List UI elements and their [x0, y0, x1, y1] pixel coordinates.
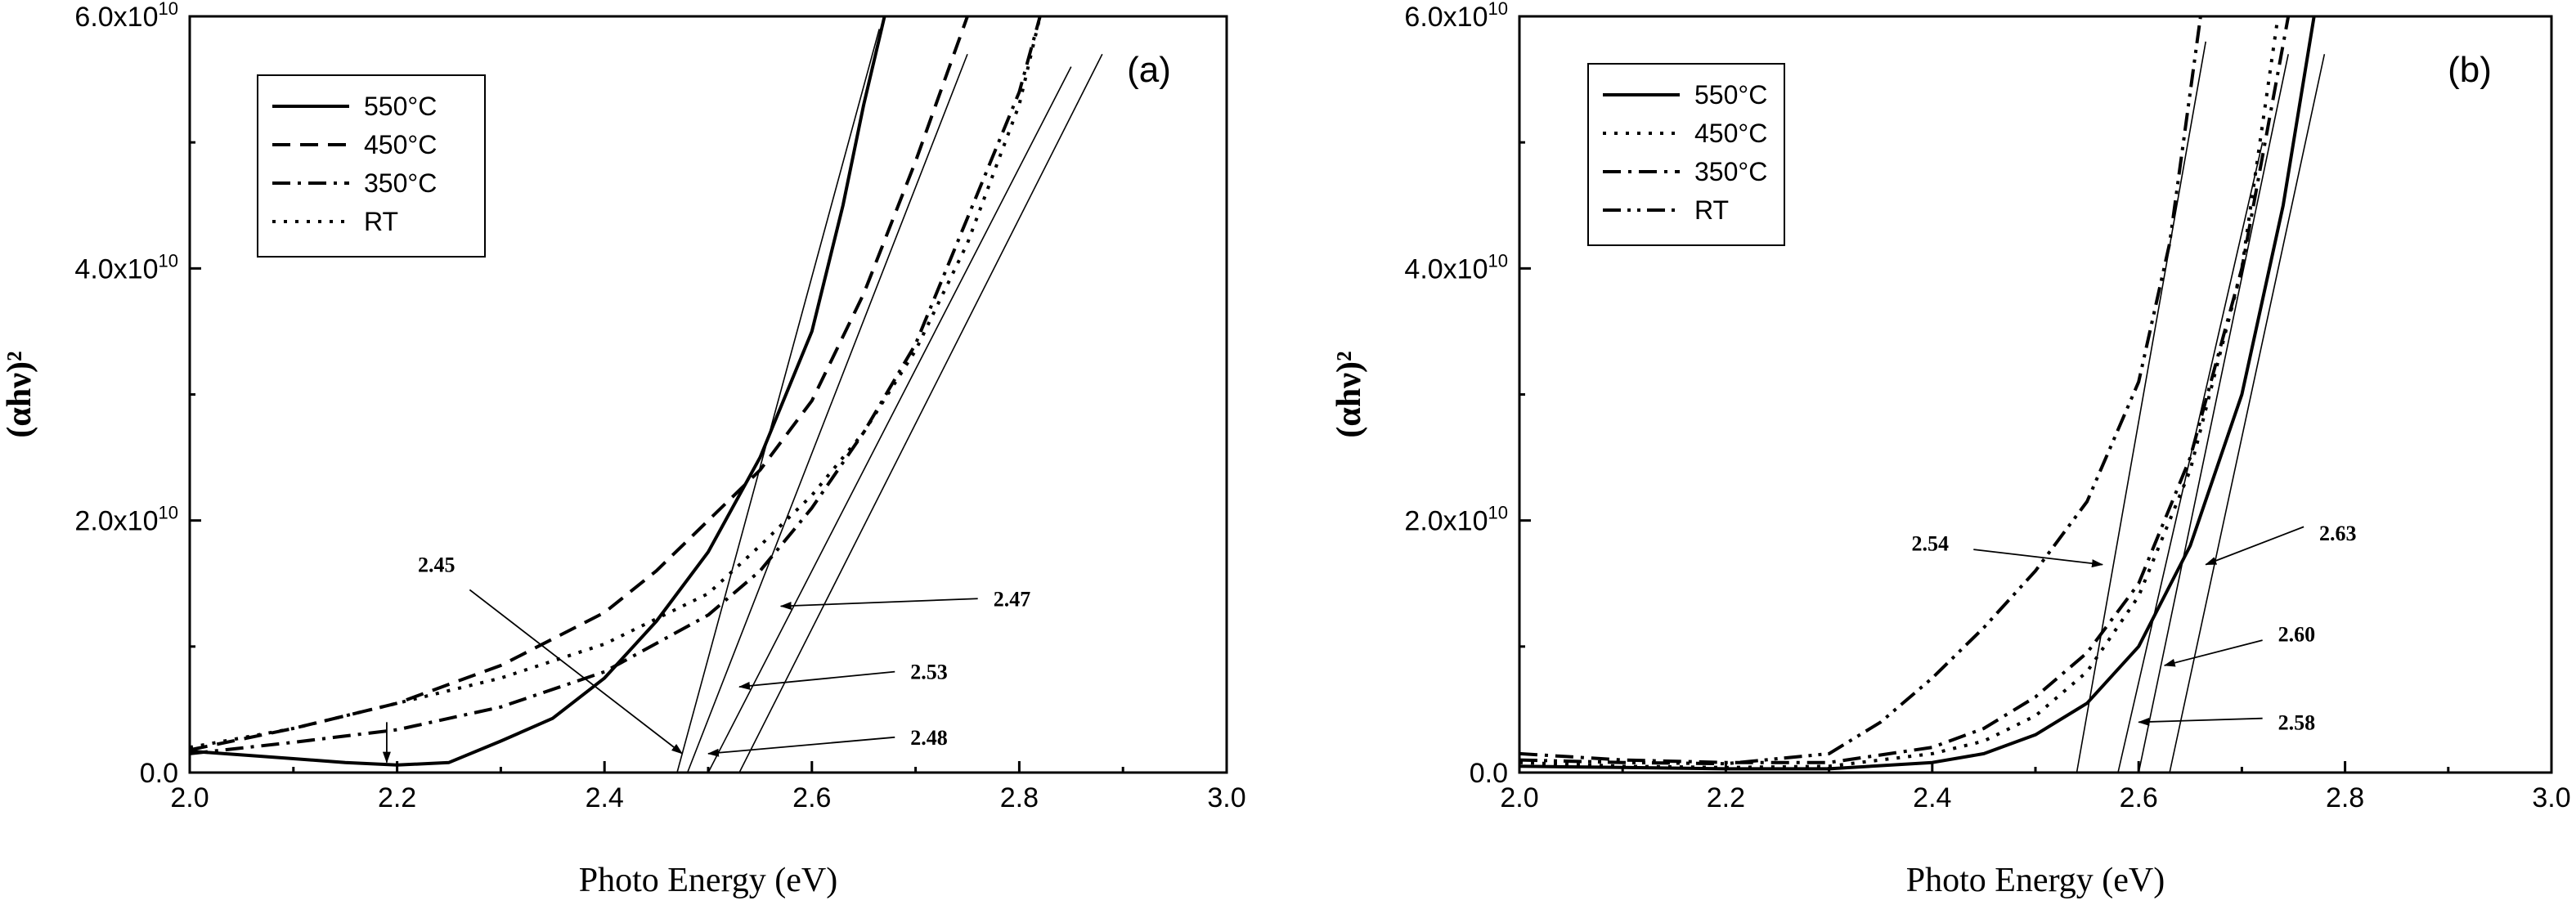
panel-b-fit-line-1: [2117, 141, 2264, 773]
panel-a-annotation-label-2: 2.53: [910, 661, 948, 684]
panel-b-annotation-label-0: 2.54: [1912, 531, 1950, 555]
panel-a-x-tick-label: 2.4: [586, 782, 624, 813]
panel-b-y-tick-label: 0.0: [1470, 758, 1508, 789]
panel-a-x-tick-label: 2.6: [792, 782, 831, 813]
panel-b-group: 2.0 2.2 2.4 2.6 2.8 3.0 0.0 2.0x1010 4.0x1010 6.0…: [1331, 0, 2571, 899]
panel-a-annotation-label-3: 2.48: [910, 726, 948, 750]
panel-a-y-tick-label: 0.0: [140, 758, 178, 789]
panel-a-x-tick-label: 2.0: [170, 782, 209, 813]
panel-a-fit-line-0: [676, 29, 880, 773]
panel-b-y-tick-label: 6.0x1010: [1404, 0, 1508, 33]
panel-b-x-tick-label: 2.8: [2326, 782, 2364, 813]
panel-b-y-axis-label: (αhν)²: [1331, 351, 1368, 437]
panel-a-x-tick-label: 2.2: [378, 782, 416, 813]
panel-b-legend-label-0: 550°C: [1694, 80, 1767, 110]
panel-b-annotation-arrow-0: [1973, 549, 2104, 568]
panel-a-annotation-arrow-3: [707, 736, 895, 757]
panel-b-x-tick-label: 2.0: [1500, 782, 1538, 813]
panel-a-y-tick-label: 4.0x1010: [74, 250, 178, 284]
panel-b-y-tick-label: 2.0x1010: [1404, 503, 1508, 537]
panel-b-fit-line-2: [2138, 54, 2289, 773]
panel-a-group: 2.0 2.2 2.4 2.6 2.8 3.0 0.0 2.0x1010 4.0x1010 6.0…: [1, 0, 1246, 899]
panel-b-y-tick-label: 4.0x1010: [1404, 250, 1508, 284]
panel-a-legend-label-1: 450°C: [364, 130, 437, 159]
panel-b-legend-label-1: 450°C: [1694, 119, 1767, 148]
panel-a-plot-area: [190, 16, 1103, 773]
panel-b-panel-label: (b): [2448, 50, 2492, 90]
panel-b-fit-line-3: [2169, 54, 2326, 773]
panel-b-x-tick-label: 3.0: [2532, 782, 2570, 813]
panel-b-annotation-label-2: 2.60: [2278, 622, 2316, 646]
panel-a-fit-line-1: [686, 53, 968, 773]
panel-b-annotation-arrow-3: [2138, 717, 2263, 726]
panel-a-series-0-curve: [190, 16, 886, 767]
panel-a-x-tick-label: 3.0: [1207, 782, 1245, 813]
panel-a-annotation-label-1: 2.47: [994, 587, 1031, 611]
panel-b-annotation-arrow-2: [2163, 639, 2263, 667]
panel-a-panel-label: (a): [1127, 50, 1171, 90]
panel-b-x-axis-label: Photo Energy (eV): [1906, 862, 2165, 899]
panel-b-series-3-curve: [1519, 16, 2202, 766]
panel-a-legend-label-2: 350°C: [364, 168, 437, 198]
panel-a-fit-line-2: [707, 66, 1072, 773]
panel-a-y-tick-label: 2.0x1010: [74, 503, 178, 537]
panel-b-x-tick-label: 2.6: [2120, 782, 2158, 813]
panel-b-annotation-arrow-1: [2205, 526, 2304, 566]
panel-b-series-1-curve: [1519, 16, 2280, 769]
panel-b-legend-label-2: 350°C: [1694, 157, 1767, 186]
panel-a-annotation-arrow-2: [738, 670, 895, 690]
panel-b-x-tick-label: 2.2: [1707, 782, 1745, 813]
panel-a-annotation-arrow-1: [779, 598, 978, 610]
panel-a-series-1-curve: [190, 16, 969, 752]
panel-b-fit-line-0: [2076, 41, 2207, 773]
panel-a-legend-label-3: RT: [364, 207, 398, 236]
panel-b-annotation-label-3: 2.58: [2278, 710, 2316, 734]
panel-b-annotation-label-1: 2.63: [2319, 522, 2357, 545]
panel-a-series-2-curve: [190, 16, 1042, 755]
panel-a-annotation-arrow-0: [469, 589, 684, 755]
panel-b-x-tick-label: 2.4: [1913, 782, 1951, 813]
panel-a-x-axis-label: Photo Energy (eV): [579, 862, 838, 899]
panel-a-legend-label-0: 550°C: [364, 92, 437, 121]
panel-a-x-tick-label: 2.8: [1000, 782, 1039, 813]
panel-a-fit-line-3: [738, 53, 1103, 773]
panel-a-y-tick-label: 6.0x1010: [74, 0, 178, 33]
panel-a-annotation-label-0: 2.45: [418, 553, 455, 577]
panel-a-y-axis-label: (αhν)²: [1, 351, 38, 437]
panel-b-legend-label-3: RT: [1694, 195, 1729, 225]
